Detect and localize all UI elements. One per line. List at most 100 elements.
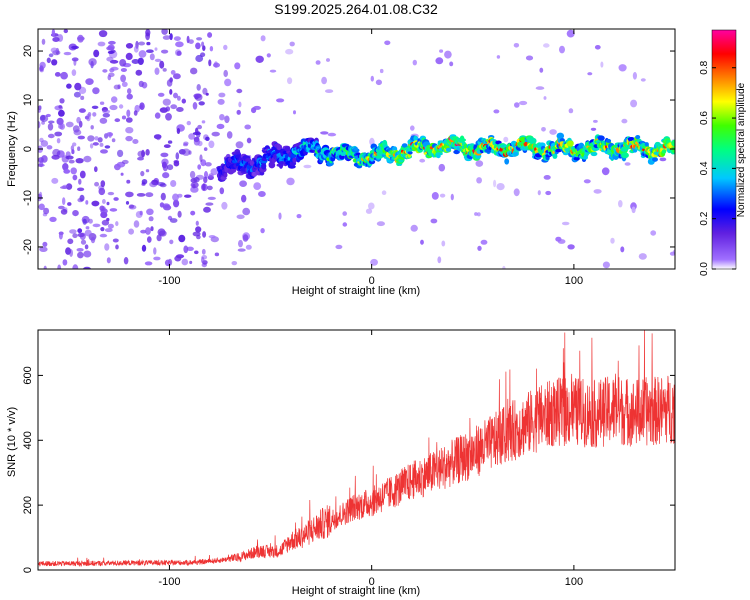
noise-speckle xyxy=(120,68,127,72)
noise-speckle xyxy=(138,50,147,58)
ridge-mark xyxy=(552,153,558,159)
noise-speckle xyxy=(342,222,348,227)
ridge-mark xyxy=(353,146,358,151)
noise-speckle xyxy=(173,92,178,99)
noise-speckle xyxy=(650,230,657,236)
noise-speckle xyxy=(502,265,506,269)
noise-speckle xyxy=(78,178,82,185)
noise-speckle xyxy=(47,123,54,131)
noise-speckle xyxy=(549,129,557,135)
noise-speckle xyxy=(71,45,79,50)
noise-speckle xyxy=(89,143,94,149)
noise-speckle xyxy=(231,261,238,266)
noise-speckle xyxy=(412,59,417,66)
noise-speckle xyxy=(69,229,77,234)
noise-speckle xyxy=(190,67,198,75)
noise-speckle xyxy=(97,41,106,47)
noise-speckle xyxy=(117,149,124,158)
noise-speckle xyxy=(223,69,228,78)
noise-speckle xyxy=(410,125,415,131)
noise-speckle xyxy=(162,203,170,209)
noise-speckle xyxy=(496,55,501,59)
y-tick-label: 10 xyxy=(22,94,34,106)
noise-speckle xyxy=(587,72,593,76)
x-tick-label: 100 xyxy=(565,275,583,287)
noise-speckle xyxy=(269,69,277,73)
noise-speckle xyxy=(47,133,55,139)
y-tick-label: 0 xyxy=(22,567,34,573)
noise-speckle xyxy=(157,228,166,236)
y-tick-label: 20 xyxy=(22,45,34,57)
noise-speckle xyxy=(149,53,155,61)
noise-speckle xyxy=(38,109,41,113)
noise-speckle xyxy=(71,149,75,155)
snr-frame xyxy=(37,329,676,571)
noise-speckle xyxy=(126,93,133,100)
noise-speckle xyxy=(223,44,228,51)
noise-speckle xyxy=(113,197,119,201)
ridge-mark xyxy=(556,132,565,140)
noise-speckle xyxy=(107,50,115,55)
noise-speckle xyxy=(439,49,444,53)
noise-speckle xyxy=(244,124,251,130)
noise-speckle xyxy=(450,193,454,201)
noise-speckle xyxy=(266,53,271,58)
ridge-mark xyxy=(220,176,227,181)
noise-speckle xyxy=(80,239,87,245)
noise-speckle xyxy=(85,200,89,205)
noise-speckle xyxy=(88,218,93,224)
noise-speckle xyxy=(219,114,225,121)
noise-speckle xyxy=(46,145,53,150)
noise-speckle xyxy=(104,243,110,251)
ridge-mark xyxy=(590,151,598,157)
noise-speckle xyxy=(121,159,129,165)
noise-speckle xyxy=(108,40,116,45)
noise-speckle xyxy=(136,193,146,197)
noise-speckle xyxy=(583,179,591,184)
noise-speckle xyxy=(76,116,81,124)
noise-speckle xyxy=(162,35,171,40)
noise-speckle xyxy=(77,232,85,238)
noise-speckle xyxy=(624,162,631,166)
noise-speckle xyxy=(176,107,184,112)
noise-speckle xyxy=(618,200,623,208)
noise-speckle xyxy=(68,159,75,164)
noise-speckle xyxy=(145,32,151,41)
noise-speckle xyxy=(43,207,50,215)
noise-speckle xyxy=(325,89,334,93)
noise-speckle xyxy=(238,101,242,108)
noise-speckle xyxy=(197,140,203,147)
noise-speckle xyxy=(188,39,194,44)
noise-speckle xyxy=(138,41,146,46)
ridge-mark xyxy=(291,153,297,159)
noise-speckle xyxy=(539,67,544,73)
noise-speckle xyxy=(375,79,382,86)
snr-x-axis-label: Height of straight line (km) xyxy=(292,585,420,597)
ridge-mark xyxy=(559,138,565,143)
noise-speckle xyxy=(63,169,71,174)
spectrogram-y-axis-label: Frequency (Hz) xyxy=(6,111,18,187)
noise-speckle xyxy=(92,142,99,146)
noise-speckle xyxy=(41,38,46,45)
noise-speckle xyxy=(475,160,484,167)
noise-speckle xyxy=(60,208,68,215)
noise-speckle xyxy=(192,131,201,136)
noise-speckle xyxy=(111,96,118,103)
noise-speckle xyxy=(77,198,84,203)
ridge-mark xyxy=(652,157,658,162)
figure-title: S199.2025.264.01.08.C32 xyxy=(274,1,438,17)
noise-speckle xyxy=(477,245,482,251)
noise-speckle xyxy=(618,64,627,72)
colorbar-label: Normalized spectral amplitude xyxy=(736,82,747,217)
noise-speckle xyxy=(69,249,73,257)
colorbar-tick-label: 0.2 xyxy=(699,211,710,225)
noise-speckle xyxy=(519,100,528,106)
noise-speckle xyxy=(181,98,186,104)
noise-speckle xyxy=(118,104,124,109)
noise-speckle xyxy=(49,216,57,222)
noise-speckle xyxy=(38,120,41,129)
ridge-mark xyxy=(606,138,612,143)
ridge-mark xyxy=(621,152,629,159)
noise-speckle xyxy=(287,77,293,85)
noise-speckle xyxy=(201,120,206,124)
